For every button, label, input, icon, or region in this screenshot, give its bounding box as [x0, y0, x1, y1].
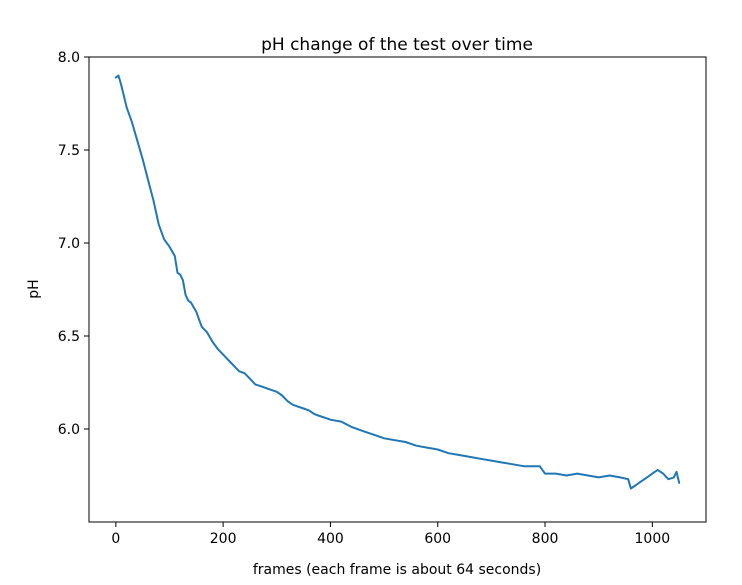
plot-area: [88, 56, 707, 523]
x-tick-label: 0: [111, 531, 120, 547]
y-tick-label: 7.0: [58, 236, 80, 252]
plot-frame: [88, 56, 707, 523]
x-axis-label: frames (each frame is about 64 seconds): [253, 562, 541, 578]
y-tick-label: 6.5: [58, 329, 80, 345]
y-tick-label: 7.5: [58, 143, 80, 159]
x-tick-label: 800: [532, 531, 559, 547]
series-layer: [114, 74, 681, 490]
x-axis: 0 200 400 600 800 1000: [111, 522, 670, 547]
ph-series-line: [114, 74, 681, 490]
y-tick-label: 8.0: [58, 50, 80, 66]
y-axis: 6.0 6.5 7.0 7.5 8.0: [58, 50, 89, 438]
y-tick-label: 6.0: [58, 422, 80, 438]
x-tick-label: 600: [424, 531, 451, 547]
y-axis-label: pH: [26, 279, 42, 298]
x-tick-label: 400: [317, 531, 344, 547]
chart-title: pH change of the test over time: [261, 35, 533, 55]
x-tick-label: 200: [210, 531, 237, 547]
x-tick-label: 1000: [635, 531, 671, 547]
